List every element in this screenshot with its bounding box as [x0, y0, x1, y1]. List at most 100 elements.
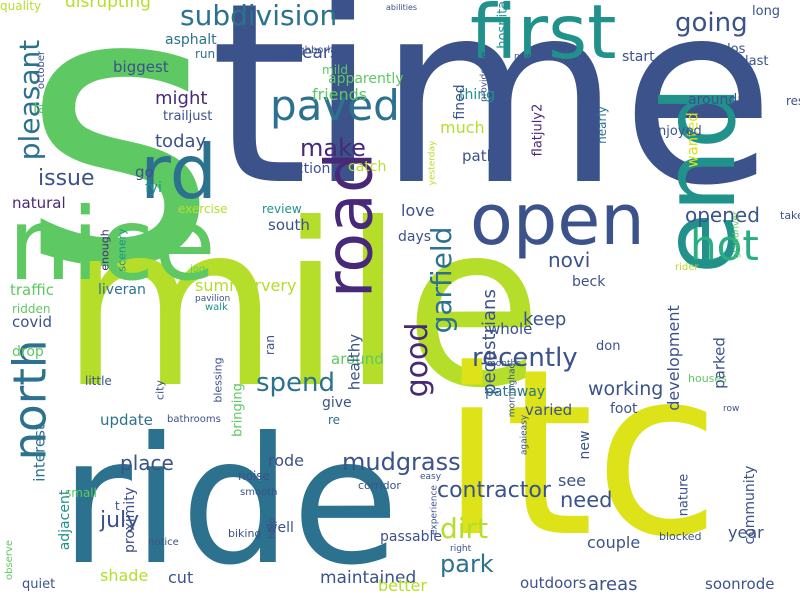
word-varied: varied	[525, 401, 573, 419]
word-development: development	[664, 305, 683, 411]
word-garfield: garfield	[425, 226, 458, 334]
word-shade: shade	[100, 566, 149, 585]
word-enough: enough	[98, 229, 112, 271]
word-love: love	[401, 201, 435, 220]
word-hospital: hospital	[495, 0, 511, 49]
word-bathrooms: bathrooms	[167, 414, 221, 425]
word-natural: natural	[12, 194, 66, 212]
word-novi: novi	[548, 248, 591, 272]
word-biking: biking	[228, 527, 262, 540]
word-paved: paved	[270, 81, 400, 130]
word-disrupting: disrupting	[65, 0, 151, 12]
word-neighborhood: neighborhood	[283, 45, 353, 56]
word-smooth: smooth	[240, 487, 278, 498]
word-biggest: biggest	[113, 58, 169, 76]
word-aroundi: aroundi	[688, 92, 742, 108]
word-grandriver: grandriver	[731, 211, 742, 259]
word-wanted: wanted	[683, 112, 702, 168]
word-contractor: contractor	[437, 478, 551, 503]
word-nearly: nearly	[595, 106, 609, 144]
word-easy: easy	[420, 472, 442, 482]
word-corridor: corridor	[358, 479, 401, 492]
word-scenery: scenery	[115, 228, 129, 272]
word-now: now	[514, 52, 533, 62]
word-ran: ran	[263, 335, 277, 355]
word-notice: notice	[148, 537, 179, 548]
word-see: see	[558, 471, 587, 490]
word-subdivision: subdivision	[180, 0, 338, 32]
word-mild: mild	[322, 63, 348, 77]
word-path: path	[462, 147, 497, 165]
word-days: days	[398, 229, 432, 245]
word-passable: passable	[380, 529, 443, 545]
word-months: months	[487, 359, 521, 369]
word-dirt: dirt	[440, 512, 489, 545]
word-re: re	[328, 413, 341, 427]
word-pavilion: pavilion	[195, 294, 231, 304]
word-quiet: quiet	[22, 577, 56, 592]
word-maintained: maintained	[320, 568, 417, 588]
word-outdoors: outdoors	[520, 574, 587, 592]
word-abilities: abilities	[386, 3, 418, 12]
word-summervery: summervery	[195, 276, 297, 295]
word-little: little	[85, 374, 112, 388]
word-update: update	[100, 411, 153, 429]
word-spend: spend	[256, 368, 336, 398]
word-going: going	[675, 8, 748, 38]
word-noise: noise	[238, 469, 270, 483]
word-quality: quality	[0, 0, 42, 13]
word-rd: rd	[140, 128, 218, 216]
word-first: first	[470, 0, 617, 76]
word-yesterday: yesterday	[427, 140, 438, 186]
word-better: better	[378, 576, 427, 595]
word-thing: thing	[459, 87, 496, 103]
word-don: don	[596, 339, 621, 354]
word-make: make	[300, 134, 366, 162]
word-might: might	[155, 88, 208, 109]
word-right: right	[450, 544, 472, 554]
word-well: well	[266, 520, 294, 536]
word-much: much	[440, 118, 485, 137]
word-need: need	[560, 488, 613, 512]
word-review: review	[262, 202, 302, 216]
word-opened: opened	[685, 203, 760, 227]
word-liveran: liveran	[98, 282, 146, 298]
word-ridden: ridden	[12, 302, 51, 316]
word-experience: experience	[429, 485, 440, 535]
word-small: small	[65, 486, 97, 500]
word-bringing: bringing	[230, 383, 246, 437]
word-new: new	[577, 430, 593, 460]
word-providence: providence	[479, 52, 490, 102]
word-traffic: traffic	[10, 281, 54, 299]
word-run: run	[195, 47, 216, 61]
word-start: start	[622, 49, 655, 65]
word-s: s	[20, 0, 218, 351]
word-observe: observe	[4, 539, 15, 581]
word-nature: nature	[676, 473, 692, 517]
word-friends: friends	[312, 85, 368, 104]
word-apparently: apparently	[328, 71, 404, 87]
word-interest: interest	[30, 424, 49, 482]
word-agaieasy: agaieasy	[519, 414, 530, 456]
word-blessing: blessing	[211, 357, 225, 403]
word-ride: ride	[60, 401, 400, 600]
word-asphalt: asphalt	[165, 32, 217, 48]
word-july: july	[100, 508, 140, 533]
word-fyi: fyi	[145, 180, 162, 196]
word-areas: areas	[588, 574, 638, 595]
word-kudos: kudos	[707, 42, 746, 57]
word-open: open	[470, 179, 645, 261]
word-jog: jog	[190, 264, 206, 275]
word-exercise: exercise	[178, 202, 228, 216]
word-appears: appears	[270, 43, 339, 63]
word-healthy: healthy	[345, 333, 364, 391]
word-foot: foot	[610, 401, 638, 417]
word-nice: nice	[8, 186, 216, 303]
word-hot: hot	[690, 221, 759, 270]
word-houses: houses	[688, 372, 727, 385]
word-south: south	[268, 216, 310, 234]
word-go: go	[135, 163, 154, 181]
word-time: time	[210, 0, 775, 240]
word-keep: keep	[523, 309, 567, 330]
word-trailjust: trailjust	[163, 109, 213, 124]
